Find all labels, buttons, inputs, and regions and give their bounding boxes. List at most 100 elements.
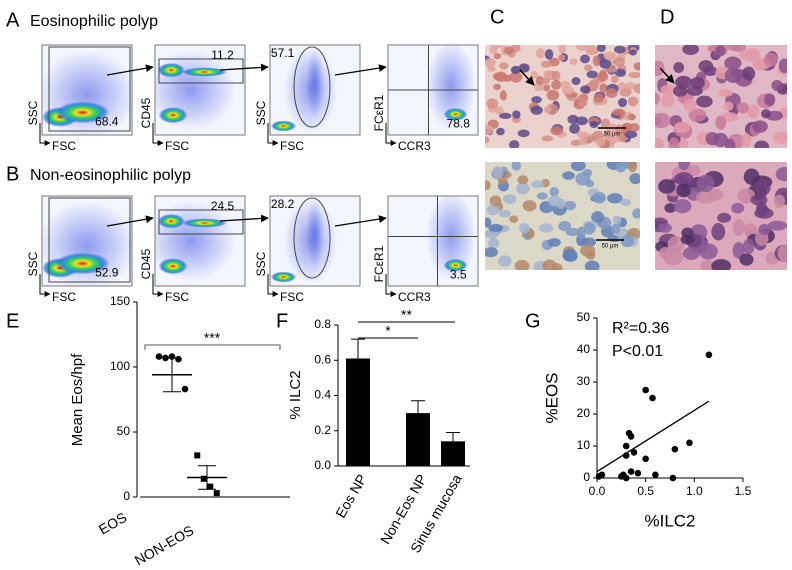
cell <box>512 110 521 119</box>
cell <box>508 140 520 148</box>
cell <box>530 105 543 115</box>
cell <box>615 124 624 134</box>
cell <box>610 75 619 83</box>
cell <box>517 129 530 138</box>
y-tick-label: 0.0 <box>314 458 331 472</box>
density-peak <box>443 108 468 121</box>
cell <box>591 211 605 223</box>
x-tick-label: NON-EOS <box>132 522 197 569</box>
significance-label: ** <box>401 307 412 323</box>
data-point <box>595 473 603 480</box>
cell <box>617 82 626 91</box>
x-axis-label: FSC <box>280 139 304 153</box>
cell <box>753 179 771 196</box>
cell <box>698 60 714 73</box>
cell <box>723 101 734 111</box>
flow-plot <box>270 196 360 286</box>
cell <box>595 137 606 147</box>
cell <box>516 182 530 195</box>
data-point <box>671 445 679 453</box>
cell <box>522 200 537 212</box>
axis-corner <box>385 123 397 146</box>
cell <box>558 45 567 54</box>
scale-label: 50 µm <box>602 244 619 250</box>
data-point <box>634 469 642 477</box>
cell <box>698 243 718 260</box>
density-cloud <box>42 49 132 135</box>
cell <box>619 198 632 207</box>
cell <box>711 223 726 241</box>
x-tick-label: 1.0 <box>686 484 703 498</box>
cell <box>633 83 640 94</box>
cell <box>583 64 593 72</box>
density-cloud <box>425 196 477 282</box>
gate-arrow <box>219 214 269 223</box>
cell <box>485 136 490 144</box>
cell <box>715 45 726 57</box>
cell <box>485 180 491 191</box>
cell <box>628 71 640 79</box>
cell <box>485 125 494 135</box>
cell <box>673 121 691 134</box>
cell <box>533 82 544 92</box>
y-axis-label: CD45 <box>139 248 153 279</box>
flow-plot <box>388 45 478 135</box>
cell <box>742 66 756 81</box>
x-axis-label: FSC <box>165 290 189 304</box>
flow-plot <box>388 196 478 286</box>
pointer-arrow <box>659 67 675 84</box>
plot-frame <box>41 44 133 136</box>
cell <box>570 139 580 147</box>
cell <box>511 162 522 171</box>
cell <box>758 223 771 236</box>
cell <box>549 186 559 197</box>
cell <box>683 98 697 112</box>
plot-frame <box>41 195 133 287</box>
gate-percent: 57.1 <box>271 46 295 60</box>
cell <box>613 45 626 54</box>
flow-plot <box>155 45 245 135</box>
cell <box>585 179 595 188</box>
cell <box>517 175 529 185</box>
significance-label: * <box>385 323 391 339</box>
cell <box>498 255 512 267</box>
cell <box>497 176 508 185</box>
y-axis-label: CD45 <box>139 97 153 128</box>
cell <box>750 194 768 206</box>
trend-line <box>596 400 710 473</box>
data-point <box>705 351 713 359</box>
cell <box>655 137 664 148</box>
x-axis-label: FSC <box>280 290 304 304</box>
panel-letter: D <box>660 6 674 28</box>
cell <box>538 223 554 233</box>
cell <box>624 130 638 139</box>
y-axis-title: Mean Eos/hpf <box>69 353 86 446</box>
cell <box>778 58 787 74</box>
cell <box>690 76 705 89</box>
cell <box>715 115 727 130</box>
axis-corner <box>39 274 51 297</box>
gate <box>158 209 244 235</box>
gate <box>293 197 331 279</box>
y-axis-label: SSC <box>254 251 268 276</box>
y-tick-label: 0 <box>123 489 130 503</box>
cell <box>593 93 605 103</box>
gate-percent: 24.5 <box>211 199 235 213</box>
x-axis-label: CCR3 <box>398 290 431 304</box>
bar <box>346 358 370 466</box>
cell <box>767 220 787 231</box>
cell <box>655 112 671 129</box>
cell <box>739 49 757 61</box>
cell <box>627 96 639 107</box>
density-peak <box>55 252 110 275</box>
cell <box>535 47 545 59</box>
cell <box>536 192 548 200</box>
flow-plot <box>270 45 360 135</box>
density-cloud <box>425 45 477 131</box>
cell <box>485 229 500 239</box>
axis-corner <box>267 274 279 297</box>
cell <box>546 89 560 101</box>
cell <box>599 83 608 94</box>
panel-letter: E <box>6 310 19 332</box>
